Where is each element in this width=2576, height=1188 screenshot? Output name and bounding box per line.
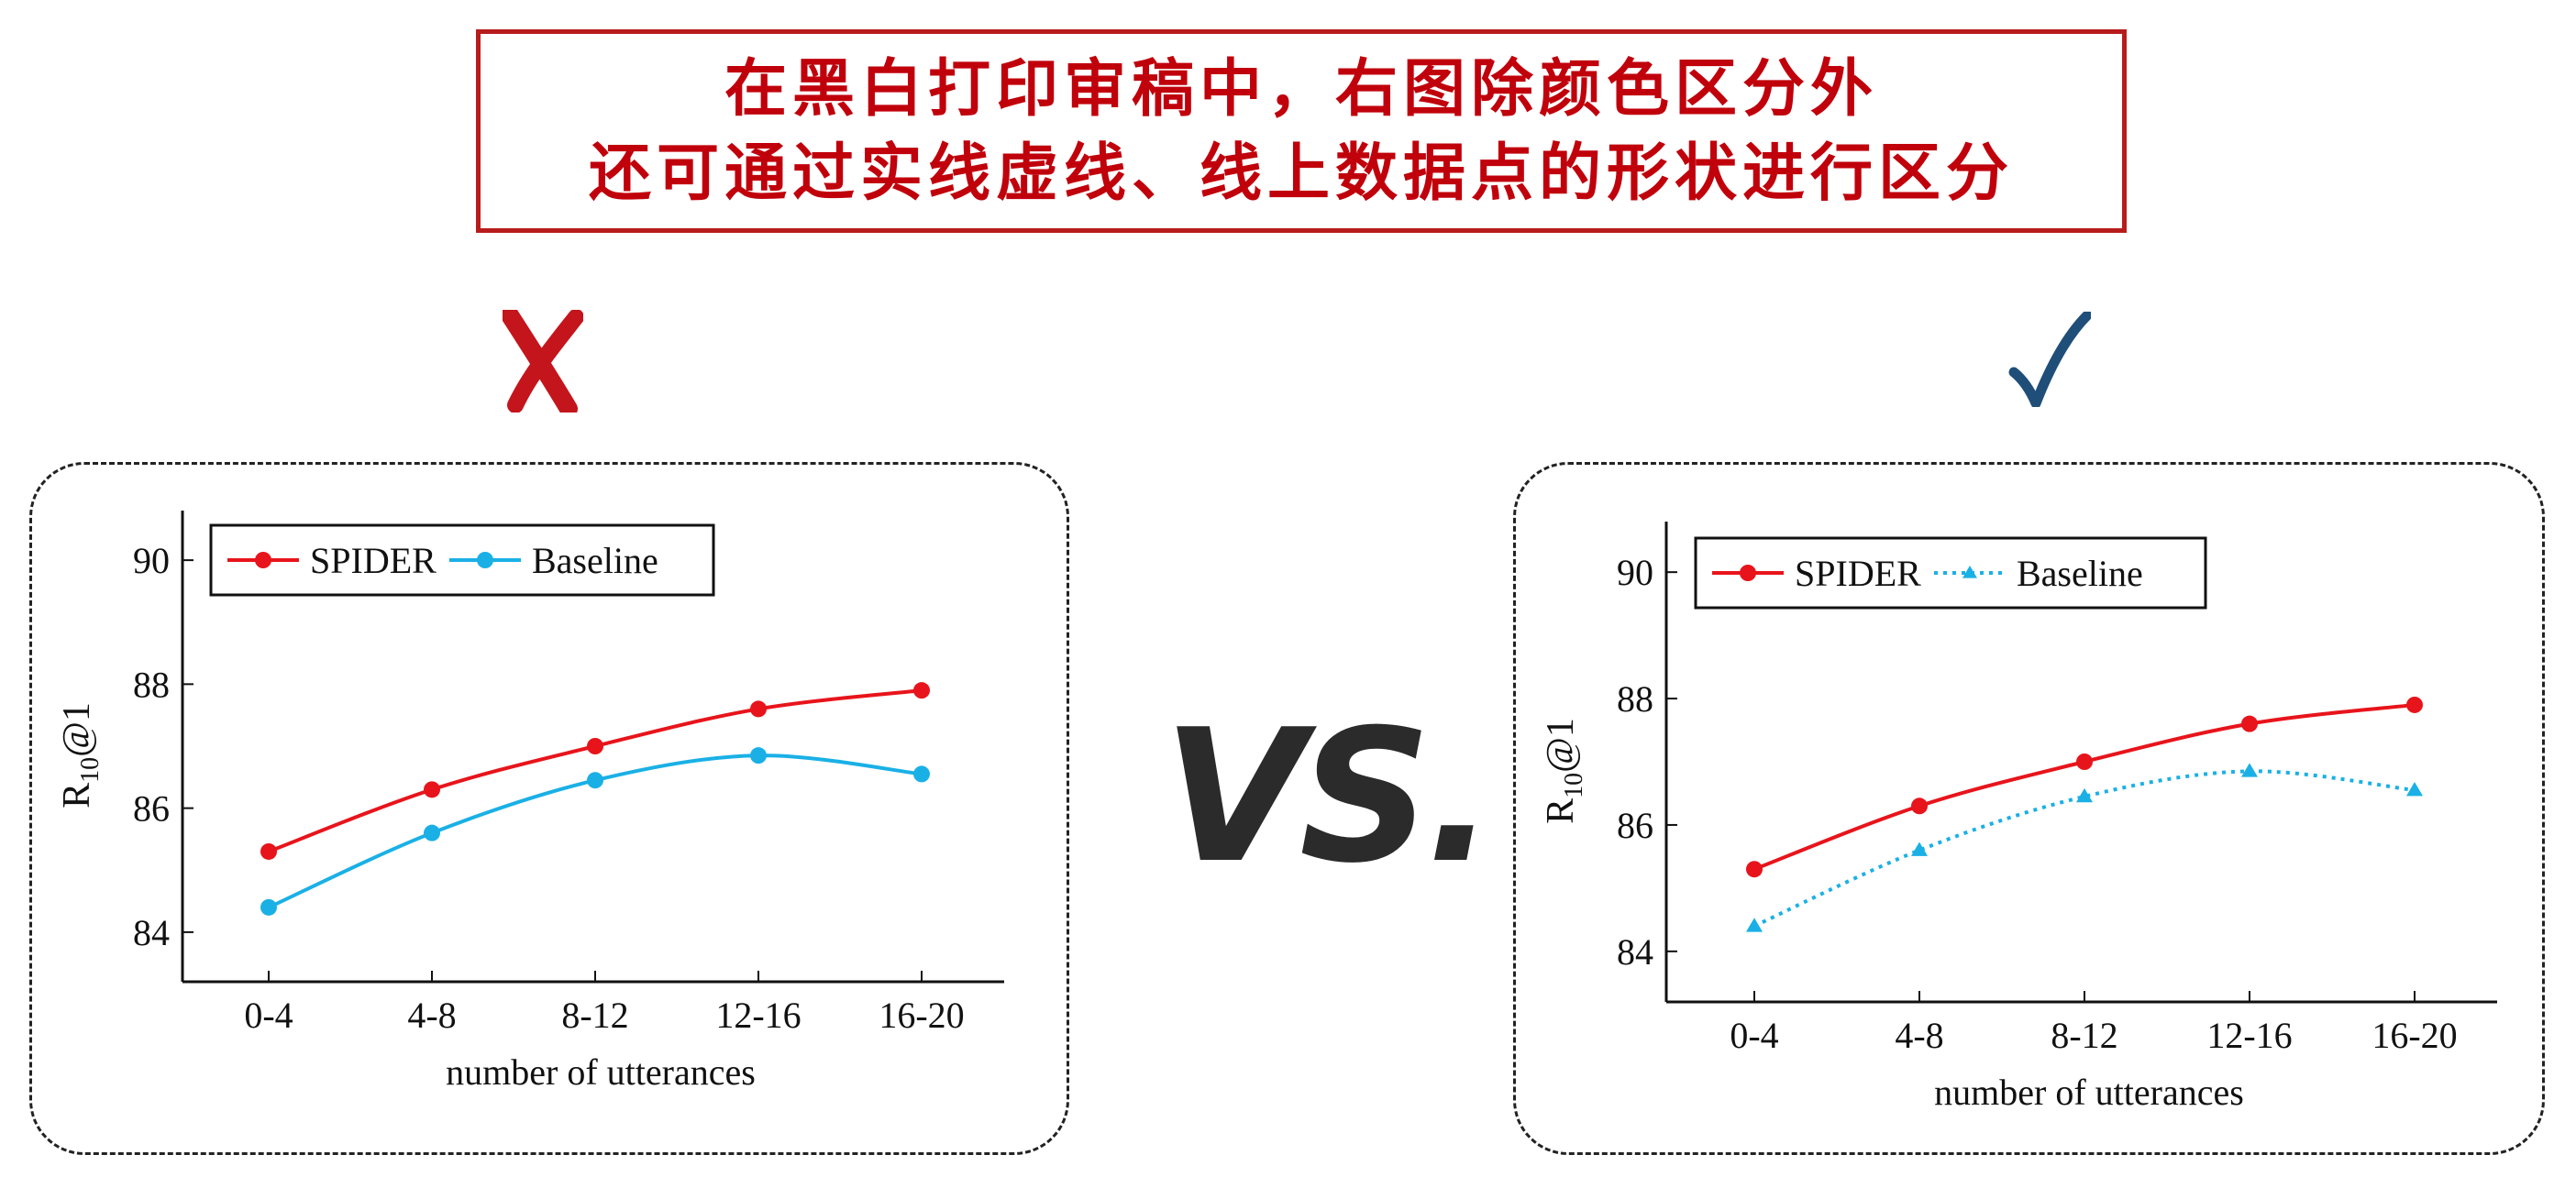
x-tick-label: 4-8 [407, 995, 456, 1036]
y-tick-label: 88 [1617, 678, 1653, 720]
data-point-spider [1911, 798, 1928, 815]
x-tick-label: 0-4 [1730, 1015, 1778, 1056]
data-point-baseline [1746, 918, 1763, 932]
data-point-baseline [424, 824, 440, 842]
data-point-spider [750, 700, 767, 718]
x-tick-label: 4-8 [1895, 1015, 1943, 1056]
data-point-baseline [2406, 782, 2423, 797]
x-axis-label: number of utterances [1934, 1072, 2244, 1113]
x-tick-label: 8-12 [561, 995, 628, 1036]
x-tick-label: 0-4 [244, 995, 293, 1036]
check-icon: ✓ [2008, 312, 2091, 407]
legend-marker-spider [255, 552, 271, 568]
y-axis-label: R10@1 [1540, 718, 1588, 824]
chart-panel-right: 84 86 88 90 0-4 4-8 8-12 12-16 16-20 number of ut… [1513, 462, 2545, 1155]
data-point-baseline [2241, 763, 2258, 777]
banner-line-2: 还可通过实线虚线、线上数据点的形状进行区分 [588, 137, 2014, 210]
x-tick-label: 12-16 [715, 995, 801, 1036]
y-tick-label: 86 [1617, 805, 1653, 846]
data-point-spider [587, 738, 603, 754]
y-tick-label: 86 [133, 788, 170, 830]
y-label-main: R [56, 783, 98, 808]
y-label-main: R [1540, 798, 1582, 824]
data-point-spider [2406, 696, 2423, 713]
banner-line-1: 在黑白打印审稿中，右图除颜色区分外 [724, 52, 1878, 126]
series-line-baseline [1753, 769, 2416, 929]
x-tick-label: 12-16 [2206, 1015, 2292, 1056]
y-label-sub: 10 [1560, 773, 1588, 798]
series-line-spider [1753, 702, 2416, 872]
legend-marker-spider [1740, 565, 1756, 581]
data-point-baseline [913, 765, 930, 783]
annotation-banner: 在黑白打印审稿中，右图除颜色区分外 还可通过实线虚线、线上数据点的形状进行区分 [476, 29, 2127, 233]
data-point-baseline [587, 772, 603, 789]
legend-label-baseline: Baseline [532, 540, 658, 581]
data-point-baseline [750, 747, 767, 764]
x-tick-label: 16-20 [879, 995, 964, 1036]
legend-label-baseline: Baseline [2017, 553, 2143, 594]
data-point-spider [913, 682, 930, 699]
data-point-spider [424, 781, 440, 798]
y-label-tail: @1 [1540, 718, 1582, 773]
y-tick-label: 90 [1617, 552, 1653, 593]
legend-label-spider: SPIDER [310, 540, 437, 581]
data-point-baseline [260, 898, 277, 916]
data-point-baseline [1911, 842, 1928, 856]
y-label-tail: @1 [56, 702, 98, 757]
line-chart-left: 84 86 88 90 0-4 4-8 8-12 12-16 16-20 number of ut… [56, 511, 1004, 1093]
y-tick-label: 84 [1617, 931, 1653, 973]
legend-marker-baseline [477, 552, 493, 568]
x-tick-label: 8-12 [2051, 1015, 2117, 1056]
x-axis-label: number of utterances [446, 1051, 756, 1093]
data-point-spider [260, 842, 277, 860]
chart-panel-left: 84 86 88 90 0-4 4-8 8-12 12-16 16-20 number of ut… [29, 462, 1069, 1155]
y-tick-label: 88 [133, 664, 170, 705]
y-label-sub: 10 [76, 757, 105, 783]
data-point-spider [1746, 861, 1763, 878]
legend-label-spider: SPIDER [1795, 553, 1921, 594]
series-line-spider [268, 688, 923, 853]
x-tick-label: 16-20 [2371, 1015, 2457, 1056]
data-point-baseline [2076, 787, 2093, 803]
line-chart-right: 84 86 88 90 0-4 4-8 8-12 12-16 16-20 number of ut… [1540, 522, 2497, 1113]
data-point-spider [2241, 715, 2258, 732]
y-axis-label: R10@1 [56, 702, 105, 808]
legend-marker-baseline [1962, 566, 1977, 578]
y-tick-label: 84 [133, 912, 170, 953]
data-point-spider [2076, 754, 2093, 770]
vs-label: VS. [1163, 690, 1496, 904]
y-tick-label: 90 [133, 540, 170, 581]
cross-icon: ✗ [503, 310, 583, 412]
